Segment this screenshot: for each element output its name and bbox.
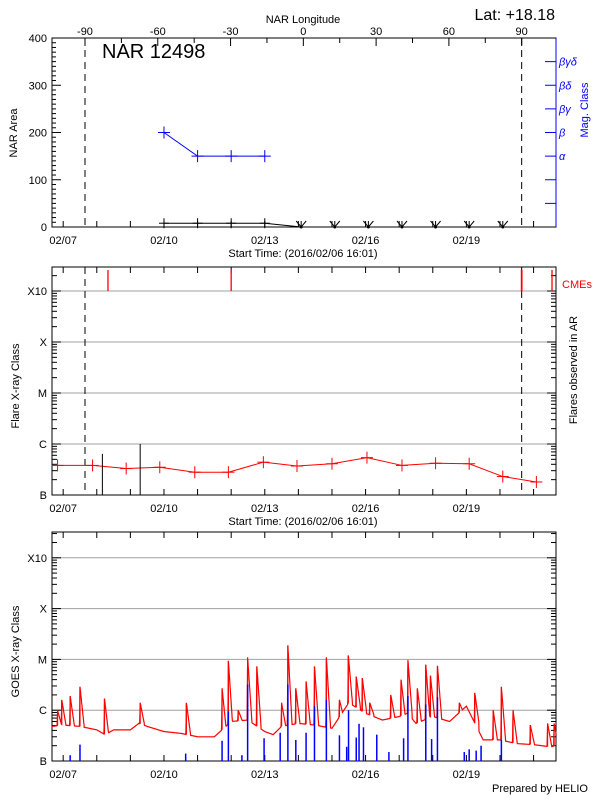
x-tick-label: 02/10	[150, 235, 178, 247]
longitude-tick-label: 30	[370, 26, 382, 38]
y-tick-label: X	[40, 337, 48, 349]
longitude-tick-label: 0	[300, 26, 306, 38]
x-tick-label: 02/16	[352, 769, 380, 781]
x-tick-label: 02/07	[49, 235, 77, 247]
cme-label: CMEs	[562, 279, 592, 291]
y2-axis-title: Mag. Class	[579, 82, 591, 138]
y-tick-label: X10	[27, 553, 47, 565]
area-zero-dot	[467, 225, 471, 229]
longitude-tick-label: -60	[150, 26, 166, 38]
latitude-label: Lat: +18.18	[474, 7, 555, 24]
y-tick-label: X	[40, 604, 48, 616]
area-zero-dot	[366, 225, 370, 229]
region-label: NAR 12498	[102, 41, 205, 63]
longitude-tick-label: 60	[443, 26, 455, 38]
x-tick-label: 02/19	[453, 235, 481, 247]
y-tick-label: B	[40, 490, 47, 502]
longitude-axis-title: NAR Longitude	[266, 14, 341, 26]
area-zero-dot	[434, 225, 438, 229]
x-tick-label: 02/13	[251, 769, 279, 781]
area-zero-dot	[333, 225, 337, 229]
y-tick-label: C	[39, 439, 47, 451]
area-zero-dot	[501, 225, 505, 229]
y-tick-label: 0	[41, 222, 47, 234]
prepared-by-label: Prepared by HELIO	[492, 783, 588, 795]
y-tick-label: M	[38, 654, 47, 666]
panel-frame-3	[51, 531, 557, 762]
mag-class-tick-label: βγ	[558, 104, 572, 116]
longitude-tick-label: -90	[77, 26, 93, 38]
x-tick-label: 02/16	[352, 235, 380, 247]
mag-class-line	[163, 132, 265, 157]
x-tick-label: 02/13	[251, 235, 279, 247]
x-tick-label: 02/19	[453, 503, 481, 515]
x-axis-title: Start Time: (2016/02/06 16:01)	[228, 248, 377, 260]
y2-axis-title: Flares observed in AR	[568, 316, 580, 424]
x-tick-label: 02/10	[150, 503, 178, 515]
y-tick-label: 400	[29, 33, 47, 45]
area-zero-dot	[400, 225, 404, 229]
y-tick-label: 100	[29, 175, 47, 187]
mag-class-tick-label: βδ	[558, 80, 572, 92]
y-tick-label: X10	[27, 286, 47, 298]
y-axis-title: Flare X-ray Class	[10, 343, 22, 428]
y-tick-label: M	[38, 388, 47, 400]
area-zero-dot	[299, 225, 303, 229]
goes-long-channel-line	[52, 645, 557, 748]
x-axis-title: Start Time: (2016/02/06 16:01)	[228, 516, 377, 528]
y-tick-label: B	[40, 756, 47, 768]
y-axis-title: NAR Area	[8, 108, 20, 158]
y-tick-label: 300	[29, 80, 47, 92]
y-axis-title: GOES X-ray Class	[10, 605, 22, 697]
longitude-tick-label: -30	[223, 26, 239, 38]
panel-frame-1	[51, 37, 557, 228]
x-tick-label: 02/07	[49, 769, 77, 781]
x-tick-label: 02/13	[251, 503, 279, 515]
x-tick-label: 02/16	[352, 503, 380, 515]
x-tick-label: 02/10	[150, 769, 178, 781]
x-tick-label: 02/07	[49, 503, 77, 515]
panel-frame-2	[51, 266, 557, 496]
mag-class-tick-label: α	[559, 151, 566, 163]
longitude-tick-label: 90	[516, 26, 528, 38]
y-tick-label: C	[39, 705, 47, 717]
x-tick-label: 02/19	[453, 769, 481, 781]
y-tick-label: 200	[29, 128, 47, 140]
mag-class-tick-label: βγδ	[558, 57, 578, 69]
mag-class-tick-label: β	[558, 128, 566, 140]
